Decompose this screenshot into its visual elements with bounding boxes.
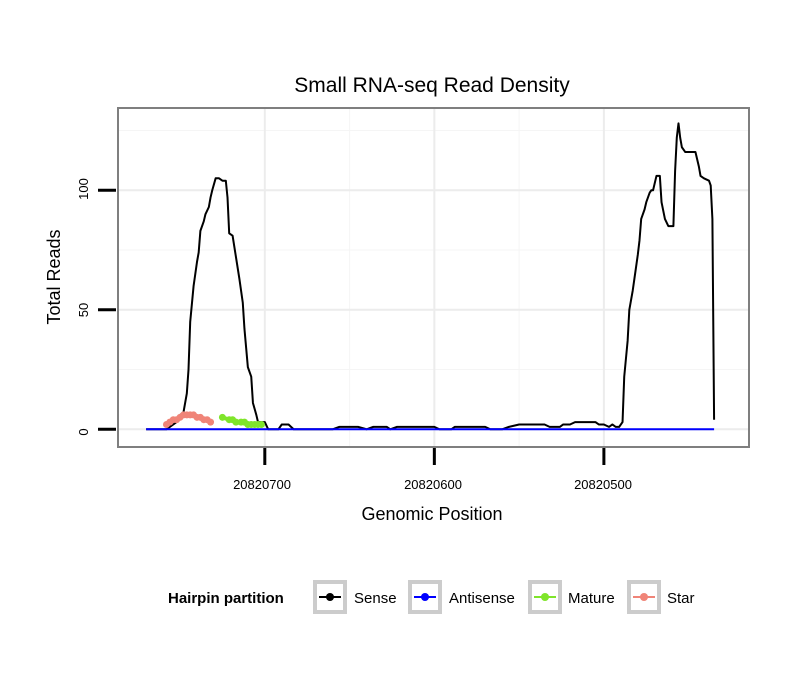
legend-item-star: Star — [627, 580, 695, 614]
x-axis-title: Genomic Position — [361, 504, 502, 524]
legend-label-star: Star — [667, 590, 695, 607]
y-tick-label-0: 0 — [76, 428, 91, 435]
legend-item-mature: Mature — [528, 580, 615, 614]
data-point-mature — [257, 420, 265, 428]
legend-key-point — [421, 593, 429, 601]
legend-item-sense: Sense — [313, 580, 397, 614]
series-star — [162, 411, 215, 428]
x-tick-label-20820500: 20820500 — [574, 477, 632, 492]
legend: Hairpin partition Sense Antisense Mature… — [168, 580, 695, 614]
data-point-mature — [232, 418, 240, 426]
x-tick-label-20820600: 20820600 — [404, 477, 462, 492]
series-mature — [218, 413, 265, 428]
legend-key-point — [326, 593, 334, 601]
legend-key-point — [640, 593, 648, 601]
series-sense — [146, 122, 716, 431]
x-tick-labels: 20820700 20820600 20820500 — [233, 477, 632, 492]
y-tick-label-100: 100 — [76, 178, 91, 200]
legend-label-antisense: Antisense — [449, 590, 515, 607]
y-tick-labels: 0 50 100 — [76, 178, 91, 435]
y-tick-label-50: 50 — [76, 303, 91, 317]
axis-ticks — [98, 188, 606, 465]
series-layer — [146, 122, 716, 431]
data-point-star — [207, 418, 215, 426]
legend-title: Hairpin partition — [168, 590, 284, 607]
series-line-sense — [146, 122, 716, 431]
legend-item-antisense: Antisense — [408, 580, 515, 614]
y-axis-title: Total Reads — [44, 229, 64, 324]
legend-key-point — [541, 593, 549, 601]
x-tick-label-20820700: 20820700 — [233, 477, 291, 492]
chart-title: Small RNA-seq Read Density — [294, 74, 570, 97]
legend-label-sense: Sense — [354, 590, 397, 607]
data-point-mature — [218, 413, 226, 421]
legend-label-mature: Mature — [568, 590, 615, 607]
